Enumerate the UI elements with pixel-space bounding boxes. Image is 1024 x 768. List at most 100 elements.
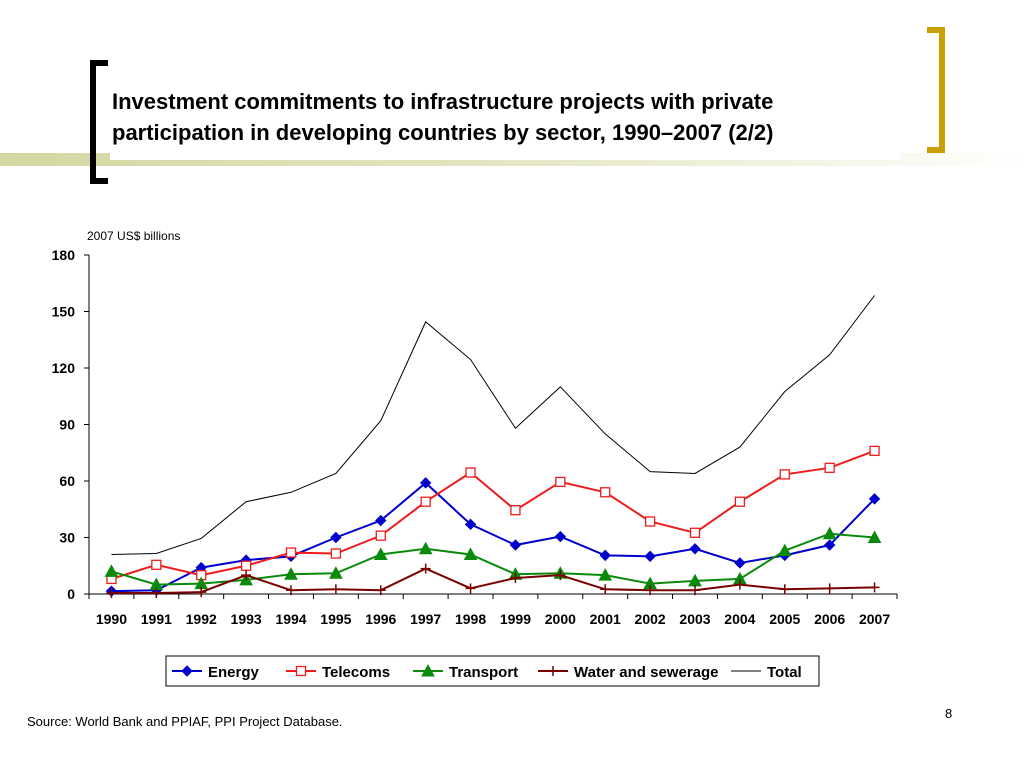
legend-marker-water-and-sewerage — [548, 666, 558, 676]
x-tick-label: 1992 — [186, 611, 217, 627]
series-line-transport — [111, 532, 875, 586]
data-point-water-and-sewerage — [734, 579, 745, 590]
legend-label-telecoms: Telecoms — [322, 664, 390, 681]
x-tick-label: 1995 — [320, 611, 351, 627]
data-point-water-and-sewerage — [510, 572, 521, 583]
series-water-and-sewerage — [106, 563, 880, 599]
data-point-energy — [599, 549, 611, 562]
legend-label-transport: Transport — [449, 664, 518, 681]
x-tick-label: 1990 — [96, 611, 127, 627]
x-tick-label: 2007 — [859, 611, 890, 627]
page-number: 8 — [945, 706, 953, 721]
x-tick-label: 2003 — [679, 611, 710, 627]
series-line-telecoms — [111, 449, 875, 580]
data-point-water-and-sewerage — [420, 563, 431, 574]
data-point-telecoms — [734, 496, 746, 507]
x-tick-label: 2001 — [590, 611, 621, 627]
x-tick-label: 1997 — [410, 611, 441, 627]
legend-item-water-and-sewerage: Water and sewerage — [538, 664, 719, 681]
data-point-telecoms — [465, 467, 476, 478]
data-point-water-and-sewerage — [375, 585, 386, 596]
legend-item-total: Total — [731, 664, 802, 681]
data-point-energy — [509, 539, 522, 551]
y-tick-label: 60 — [59, 473, 75, 489]
data-point-energy — [554, 530, 567, 543]
x-tick-label: 2005 — [769, 611, 800, 627]
series-line-water-and-sewerage — [111, 567, 875, 595]
data-point-water-and-sewerage — [690, 585, 700, 596]
data-point-energy — [734, 557, 746, 569]
data-point-telecoms — [285, 547, 297, 558]
data-point-telecoms — [420, 496, 431, 507]
y-axis-label: 2007 US$ billions — [87, 229, 180, 243]
data-point-energy — [823, 539, 836, 551]
y-tick-label: 90 — [59, 417, 75, 433]
data-point-telecoms — [240, 560, 252, 571]
slide-title-line-2: participation in developing countries by… — [112, 120, 774, 145]
legend-item-energy: Energy — [172, 664, 260, 681]
legend-label-water-and-sewerage: Water and sewerage — [574, 664, 719, 681]
data-point-water-and-sewerage — [555, 570, 566, 581]
data-point-transport — [867, 530, 882, 543]
y-tick-label: 30 — [59, 530, 75, 546]
data-point-telecoms — [779, 469, 790, 480]
title-background — [110, 80, 900, 160]
data-point-water-and-sewerage — [645, 585, 656, 596]
series-transport — [104, 526, 882, 591]
legend-marker-energy — [181, 665, 193, 677]
data-point-water-and-sewerage — [196, 587, 207, 598]
data-point-water-and-sewerage — [465, 583, 476, 594]
x-tick-label: 1993 — [231, 611, 262, 627]
data-point-transport — [373, 547, 388, 560]
x-tick-label: 1994 — [275, 611, 306, 627]
data-point-transport — [104, 564, 119, 577]
x-tick-label: 2000 — [545, 611, 576, 627]
data-point-water-and-sewerage — [824, 583, 835, 594]
data-point-telecoms — [689, 527, 701, 538]
legend-box — [165, 655, 820, 687]
data-point-transport — [822, 526, 837, 540]
data-point-telecoms — [600, 487, 611, 498]
legend-item-transport: Transport — [413, 663, 518, 681]
data-point-water-and-sewerage — [330, 584, 341, 595]
data-point-energy — [330, 531, 342, 544]
series-line-total — [111, 295, 875, 555]
data-point-transport — [463, 547, 478, 560]
x-tick-label: 1998 — [455, 611, 486, 627]
y-tick-label: 180 — [52, 247, 76, 263]
data-point-telecoms — [644, 516, 656, 527]
legend-marker-telecoms — [295, 665, 307, 677]
x-tick-label: 1996 — [365, 611, 396, 627]
data-point-water-and-sewerage — [779, 584, 790, 595]
data-point-energy — [868, 493, 881, 505]
data-point-telecoms — [375, 530, 386, 541]
data-point-telecoms — [510, 505, 521, 516]
series-total — [111, 295, 875, 555]
x-tick-label: 1991 — [141, 611, 172, 627]
source-note: Source: World Bank and PPIAF, PPI Projec… — [27, 714, 343, 729]
data-point-transport — [329, 566, 343, 579]
x-tick-label: 1999 — [500, 611, 531, 627]
data-point-telecoms — [330, 548, 342, 559]
data-point-telecoms — [555, 476, 566, 488]
data-point-water-and-sewerage — [151, 588, 162, 599]
y-tick-label: 150 — [52, 304, 76, 320]
right-bracket-decoration — [927, 27, 945, 153]
x-tick-label: 2006 — [814, 611, 845, 627]
data-point-telecoms — [824, 462, 835, 473]
data-point-water-and-sewerage — [241, 570, 252, 581]
x-tick-label: 2004 — [724, 611, 755, 627]
series-line-energy — [111, 481, 876, 593]
data-point-energy — [644, 550, 656, 563]
data-point-transport — [418, 541, 433, 555]
legend-label-energy: Energy — [208, 664, 260, 681]
data-point-transport — [598, 568, 613, 581]
data-point-water-and-sewerage — [869, 582, 880, 593]
series-telecoms — [106, 445, 880, 585]
left-bracket-decoration — [90, 60, 108, 184]
legend-marker-transport — [421, 663, 435, 677]
chart-legend: Energy Telecoms Transport Water and sewerag… — [165, 655, 820, 687]
y-tick-label: 0 — [67, 586, 75, 602]
series-energy — [105, 477, 881, 597]
